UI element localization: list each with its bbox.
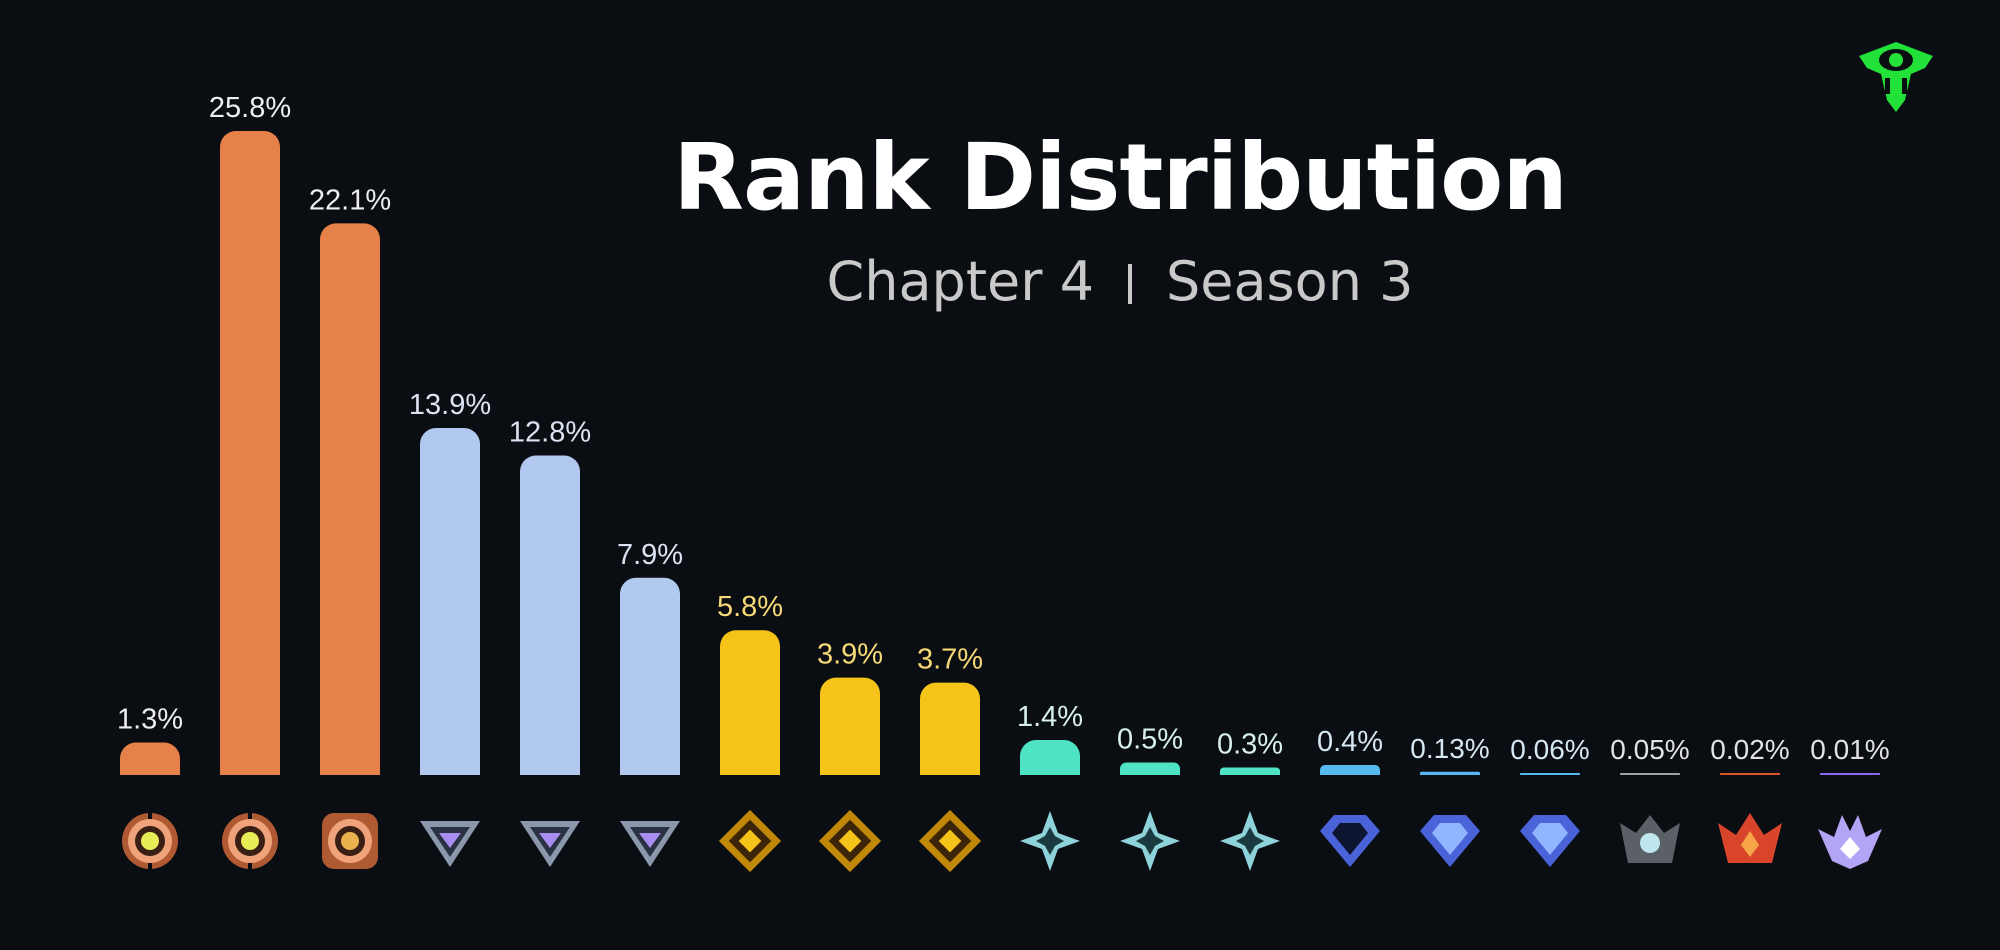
bar-gold-1 bbox=[720, 630, 780, 775]
data-label: 7.9% bbox=[617, 539, 683, 571]
data-label: 12.8% bbox=[509, 416, 591, 448]
data-label: 5.8% bbox=[717, 591, 783, 623]
bar-bronze-2 bbox=[220, 131, 280, 775]
subtitle-chapter: Chapter 4 bbox=[826, 250, 1094, 313]
bar-diamond-2 bbox=[1420, 771, 1480, 775]
data-label: 1.4% bbox=[1017, 701, 1083, 733]
subtitle-season: Season 3 bbox=[1165, 250, 1414, 313]
diamond-2-icon bbox=[1420, 815, 1480, 867]
subtitle-separator bbox=[1127, 264, 1132, 304]
bar-silver-2 bbox=[520, 455, 580, 775]
bronze-2-icon bbox=[222, 811, 278, 871]
data-label: 0.06% bbox=[1510, 734, 1589, 765]
data-label: 13.9% bbox=[409, 389, 491, 421]
bar-bronze-1 bbox=[120, 742, 180, 775]
elite-icon bbox=[1620, 815, 1680, 863]
bar-platinum-2 bbox=[1120, 762, 1180, 775]
platinum-1-icon bbox=[1020, 811, 1080, 871]
bar-gold-2 bbox=[820, 677, 880, 775]
data-label: 0.3% bbox=[1217, 729, 1283, 761]
data-label: 3.7% bbox=[917, 644, 983, 676]
data-label: 1.3% bbox=[117, 704, 183, 736]
bar-diamond-1 bbox=[1320, 765, 1380, 775]
diamond-3-icon bbox=[1520, 815, 1580, 867]
bronze-3-icon bbox=[322, 813, 378, 869]
data-label: 0.13% bbox=[1410, 733, 1489, 764]
data-label: 0.01% bbox=[1810, 734, 1889, 765]
chart-title: Rank Distribution bbox=[673, 124, 1568, 231]
bar-gold-3 bbox=[920, 682, 980, 775]
platinum-2-icon bbox=[1120, 811, 1180, 871]
data-label: 25.8% bbox=[209, 92, 291, 124]
green-eye-shield-icon bbox=[1859, 42, 1933, 112]
bar-diamond-3 bbox=[1520, 773, 1580, 775]
bar-unreal bbox=[1820, 773, 1880, 775]
chart-subtitle: Chapter 4 Season 3 bbox=[600, 255, 1640, 309]
platinum-3-icon bbox=[1220, 811, 1280, 871]
bar-platinum-3 bbox=[1220, 767, 1280, 775]
gold-2-icon bbox=[818, 809, 882, 873]
gold-3-icon bbox=[918, 809, 982, 873]
bar-elite bbox=[1620, 773, 1680, 775]
bar-silver-1 bbox=[420, 428, 480, 775]
data-label: 0.5% bbox=[1117, 724, 1183, 756]
silver-2-icon bbox=[520, 821, 580, 867]
diamond-1-icon bbox=[1320, 815, 1380, 867]
bar-platinum-1 bbox=[1020, 740, 1080, 775]
data-label: 0.02% bbox=[1710, 734, 1789, 765]
data-label: 0.4% bbox=[1317, 726, 1383, 758]
bronze-1-icon bbox=[122, 811, 178, 871]
bar-champion bbox=[1720, 773, 1780, 775]
data-label: 22.1% bbox=[309, 184, 391, 216]
data-label: 0.05% bbox=[1610, 734, 1689, 765]
champion-icon bbox=[1718, 813, 1782, 863]
data-label: 3.9% bbox=[817, 639, 883, 671]
silver-3-icon bbox=[620, 821, 680, 867]
gold-1-icon bbox=[718, 809, 782, 873]
unreal-icon bbox=[1818, 815, 1882, 869]
silver-1-icon bbox=[420, 821, 480, 867]
bar-bronze-3 bbox=[320, 223, 380, 775]
bar-silver-3 bbox=[620, 577, 680, 775]
